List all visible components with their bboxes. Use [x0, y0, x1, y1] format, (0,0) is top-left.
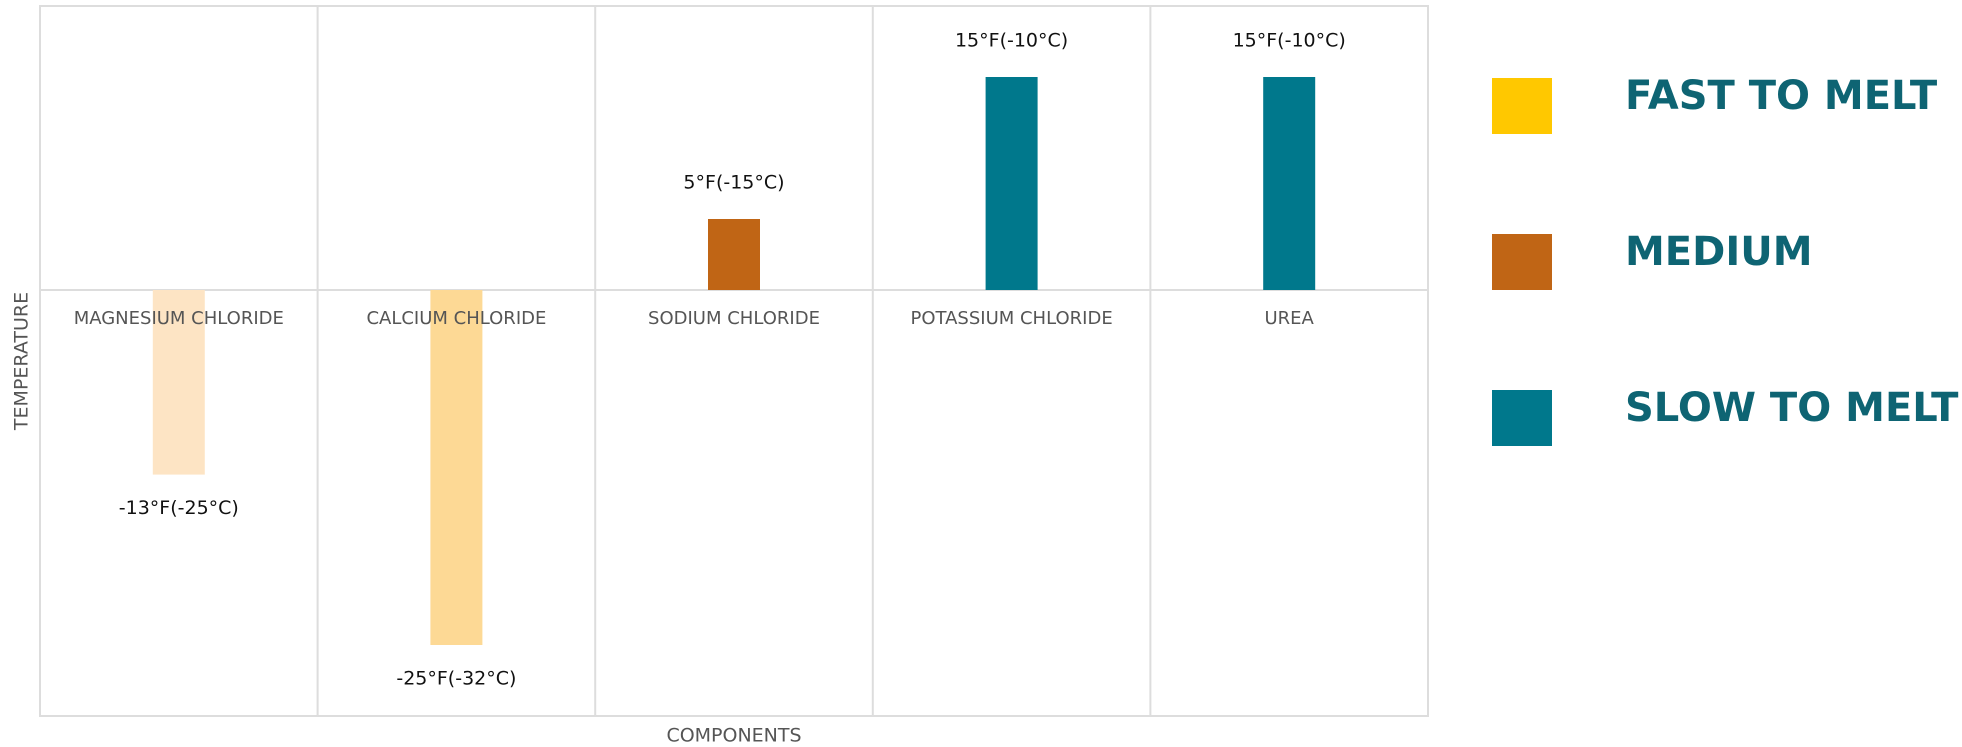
value-label: -25°F(-32°C) — [396, 668, 516, 690]
category-label: CALCIUM CHLORIDE — [366, 308, 546, 329]
legend-label: MEDIUM — [1625, 229, 1813, 275]
category-label: UREA — [1265, 308, 1315, 329]
category-label: POTASSIUM CHLORIDE — [910, 308, 1112, 329]
category-label: SODIUM CHLORIDE — [648, 308, 820, 329]
legend-swatch — [1492, 390, 1552, 446]
bar — [152, 290, 205, 475]
legend-swatch — [1492, 78, 1552, 134]
legend-swatch — [1492, 234, 1552, 290]
bar — [985, 77, 1038, 290]
bar — [708, 219, 760, 290]
plot-frame — [39, 5, 1429, 717]
legend-label: SLOW TO MELT — [1625, 385, 1959, 431]
legend-label: FAST TO MELT — [1625, 73, 1938, 119]
x-axis-label: COMPONENTS — [666, 725, 801, 747]
value-label: 15°F(-10°C) — [955, 30, 1068, 52]
category-label: MAGNESIUM CHLORIDE — [74, 308, 284, 329]
value-label: 5°F(-15°C) — [683, 172, 784, 194]
bar — [430, 290, 483, 645]
y-axis-label: TEMPERATURE — [11, 292, 33, 431]
bar — [1263, 77, 1316, 290]
value-label: -13°F(-25°C) — [119, 497, 239, 519]
value-label: 15°F(-10°C) — [1233, 30, 1346, 52]
